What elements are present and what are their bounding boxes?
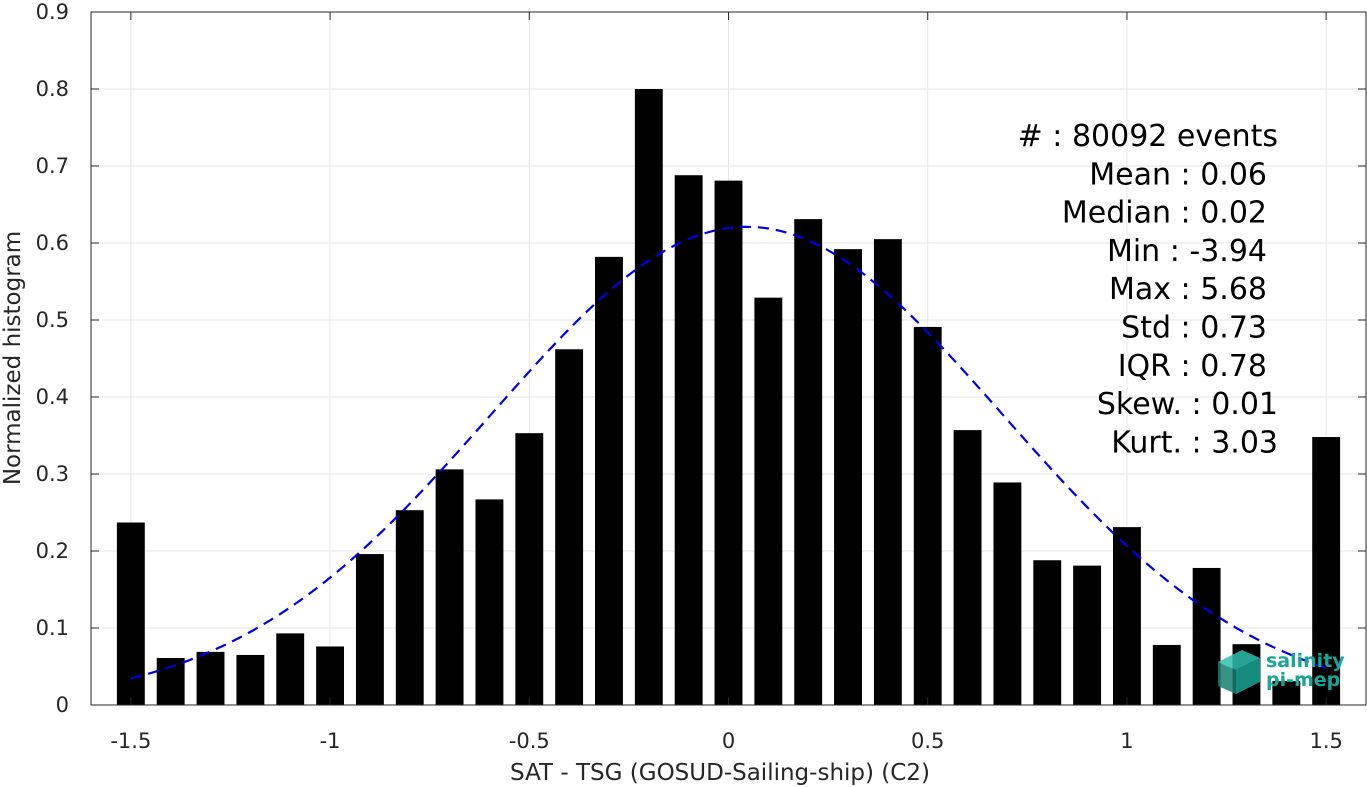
histogram-bar (196, 651, 225, 705)
histogram-bar (913, 326, 942, 705)
axis-ticks (91, 11, 1366, 706)
histogram-bar (674, 175, 703, 706)
x-tick-label: 1.5 (1309, 729, 1342, 753)
stats-annotation-line: Skew. : 0.01 (1097, 387, 1278, 422)
stats-annotation-line: Mean : 0.06 (1089, 157, 1267, 192)
histogram-bar (276, 633, 305, 705)
histogram-bar (834, 249, 862, 705)
x-tick-label: -1.5 (110, 729, 151, 753)
histogram-bar (595, 256, 623, 705)
y-tick-label: 0.3 (36, 462, 69, 486)
logo-text-pi-mep: pi-mep (1266, 669, 1340, 691)
y-tick-label: 0.7 (36, 154, 69, 178)
gaussian-fit-curve (130, 225, 1327, 680)
x-axis-title: SAT - TSG (GOSUD-Sailing-ship) (C2) (510, 760, 930, 786)
histogram-bar (475, 499, 504, 705)
histogram-bar (116, 522, 145, 705)
histogram-bar (1033, 560, 1062, 705)
histogram-bar (555, 349, 584, 705)
stats-annotation-line: # : 80092 events (1018, 119, 1278, 154)
y-tick-label: 0.2 (36, 539, 69, 563)
histogram-bar (634, 89, 663, 705)
stats-annotation-line: IQR : 0.78 (1118, 349, 1267, 384)
histogram-bar (1073, 565, 1102, 705)
y-tick-label: 0.4 (36, 385, 69, 409)
stats-annotation-line: Median : 0.02 (1062, 196, 1267, 231)
x-tick-label: 0 (722, 729, 735, 753)
y-axis-title: Normalized histogram (0, 231, 26, 485)
x-tick-label: 1 (1120, 729, 1133, 753)
stats-annotation-line: Max : 5.68 (1109, 272, 1267, 307)
histogram-bar (953, 430, 982, 705)
stats-annotation-line: Kurt. : 3.03 (1111, 425, 1278, 460)
histogram-bar (714, 180, 743, 705)
bar-group (116, 89, 1341, 706)
y-tick-label: 0.1 (36, 616, 69, 640)
histogram-bar (873, 239, 902, 705)
histogram-bar (1192, 567, 1221, 705)
histogram-bar (794, 219, 823, 705)
histogram-bar (156, 658, 185, 705)
histogram-bar (435, 469, 464, 705)
histogram-bar (515, 433, 544, 705)
histogram-bar (1312, 437, 1341, 705)
histogram-bar (236, 654, 265, 705)
logo-text-salinity: salinity (1266, 650, 1345, 672)
histogram-bar (1112, 527, 1141, 705)
cube-logo-icon (1218, 650, 1260, 694)
histogram-bar (316, 646, 345, 705)
y-tick-labels: 0 0.1 0.2 0.3 0.4 0.5 0.6 0.7 0.8 0.9 (36, 0, 69, 717)
x-tick-label: -0.5 (509, 729, 550, 753)
histogram-bar (395, 510, 424, 705)
histogram-bar (1272, 681, 1301, 705)
y-tick-label: 0.9 (36, 0, 69, 24)
y-tick-label: 0.6 (36, 231, 69, 255)
y-tick-label: 0 (56, 693, 69, 717)
x-tick-label: 0.5 (911, 729, 944, 753)
x-tick-labels: -1.5 -1 -0.5 0 0.5 1 1.5 (110, 729, 1343, 753)
histogram-bar (754, 297, 783, 705)
salinity-pi-mep-logo: salinity pi-mep (1218, 650, 1345, 694)
y-tick-label: 0.8 (36, 77, 69, 101)
stats-annotation-line: Std : 0.73 (1121, 311, 1267, 346)
stats-annotation-line: Min : -3.94 (1107, 234, 1267, 269)
y-tick-label: 0.5 (36, 308, 69, 332)
x-tick-label: -1 (320, 729, 341, 753)
histogram-bar (993, 482, 1022, 705)
histogram-bar (1152, 644, 1181, 705)
histogram-bar (355, 554, 384, 705)
